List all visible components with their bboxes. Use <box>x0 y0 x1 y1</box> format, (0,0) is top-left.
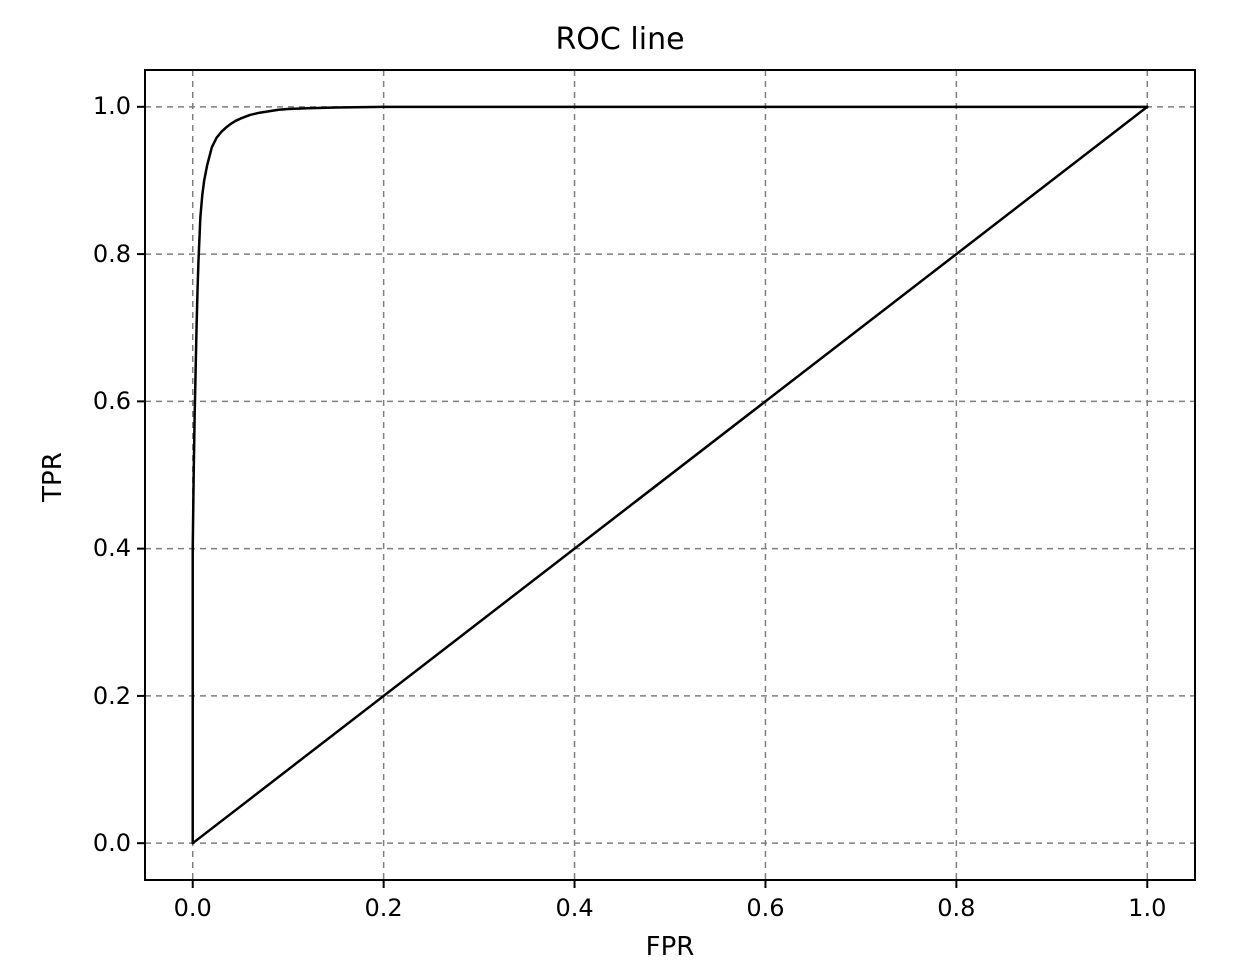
plot-area <box>0 0 1240 979</box>
x-tick-label: 0.8 <box>926 894 986 922</box>
y-tick-label: 0.2 <box>93 682 131 710</box>
x-tick-label: 0.0 <box>163 894 223 922</box>
y-tick-label: 1.0 <box>93 92 131 120</box>
y-tick-label: 0.4 <box>93 534 131 562</box>
x-tick-label: 0.2 <box>354 894 414 922</box>
x-tick-label: 0.4 <box>545 894 605 922</box>
x-tick-label: 0.6 <box>735 894 795 922</box>
roc-chart: ROC line TPR FPR 0.00.20.40.60.81.00.00.… <box>0 0 1240 979</box>
x-tick-label: 1.0 <box>1117 894 1177 922</box>
y-tick-label: 0.8 <box>93 240 131 268</box>
y-tick-label: 0.6 <box>93 387 131 415</box>
y-axis-label: TPR <box>38 72 68 882</box>
y-tick-label: 0.0 <box>93 829 131 857</box>
x-axis-label: FPR <box>145 932 1195 962</box>
